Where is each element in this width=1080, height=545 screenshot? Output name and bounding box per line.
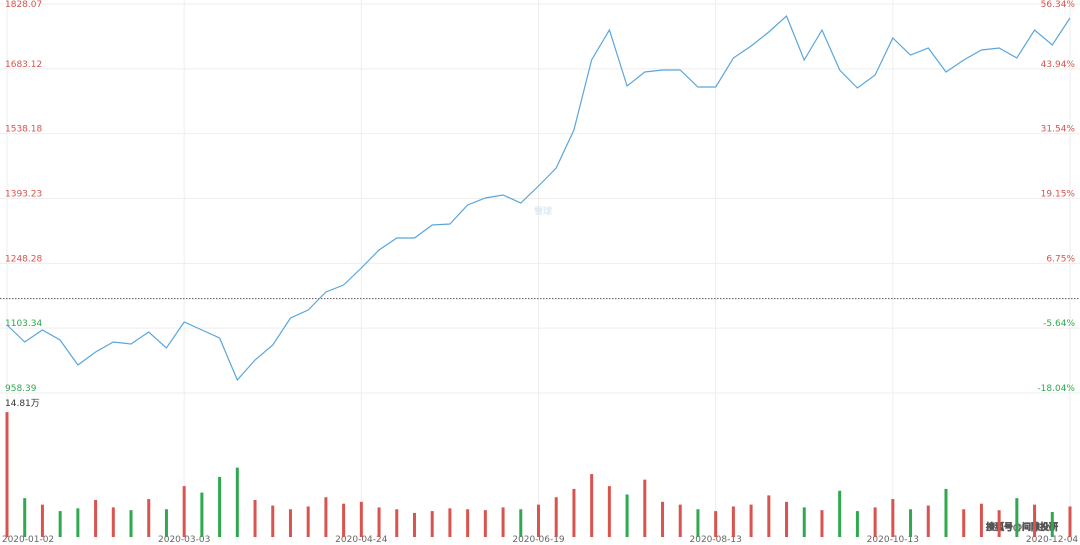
volume-bar xyxy=(164,509,168,537)
x-tick-label: 2020-10-13 xyxy=(867,535,919,545)
volume-bar xyxy=(714,511,718,537)
volume-bar xyxy=(111,507,115,537)
x-tick-label: 2020-01-02 xyxy=(2,535,54,545)
y2-tick-label: 6.75% xyxy=(1046,254,1075,264)
volume-bar xyxy=(838,490,842,537)
volume-bar xyxy=(271,505,275,537)
volume-bar xyxy=(466,509,470,537)
volume-bar xyxy=(147,499,151,537)
volume-tick-label: 14.81万 xyxy=(5,399,40,409)
volume-bar xyxy=(820,510,824,537)
volume-bar xyxy=(235,467,239,537)
volume-bar xyxy=(962,509,966,537)
y2-tick-label: 19.15% xyxy=(1041,190,1076,200)
y-tick-label: 1828.07 xyxy=(5,0,42,10)
volume-bar xyxy=(891,499,895,537)
volume-bar xyxy=(855,511,859,537)
volume-bar xyxy=(342,503,346,537)
x-tick-label: 2020-06-19 xyxy=(512,535,565,545)
y2-tick-label: 31.54% xyxy=(1041,125,1076,135)
x-tick-label: 2020-08-13 xyxy=(690,535,742,545)
volume-bar xyxy=(200,492,204,537)
volume-bar xyxy=(58,511,62,537)
volume-bar xyxy=(395,509,399,537)
volume-bar xyxy=(253,499,257,537)
y2-tick-label: -18.04% xyxy=(1037,384,1075,394)
y2-tick-label: 56.34% xyxy=(1041,0,1076,10)
volume-bar xyxy=(1050,512,1054,537)
y2-tick-label: -5.64% xyxy=(1043,319,1075,329)
volume-bar xyxy=(501,507,505,537)
volume-bar xyxy=(76,508,80,537)
volume-bar xyxy=(926,505,930,537)
volume-bar xyxy=(359,501,363,537)
volume-bar xyxy=(785,501,789,537)
volume-bar xyxy=(537,504,540,537)
volume-bar xyxy=(182,486,186,537)
volume-bar xyxy=(749,504,753,537)
volume-bar xyxy=(572,488,576,537)
volume-bar xyxy=(678,504,682,537)
volume-bar xyxy=(1033,504,1037,537)
y-tick-label: 1393.23 xyxy=(5,190,42,200)
volume-bar xyxy=(997,510,1001,537)
volume-bar xyxy=(607,486,611,537)
volume-bar xyxy=(802,507,806,537)
volume-bar xyxy=(944,488,948,537)
volume-bar xyxy=(94,499,98,537)
y-tick-label: 1538.18 xyxy=(5,125,42,135)
volume-bar xyxy=(554,497,558,537)
x-tick-label: 2020-12-04 xyxy=(1026,535,1079,545)
volume-bar xyxy=(731,506,735,537)
volume-bar xyxy=(1068,506,1072,537)
volume-bar xyxy=(643,479,647,537)
volume-bar xyxy=(23,498,27,537)
volume-bar xyxy=(377,507,381,537)
volume-bar xyxy=(129,510,133,537)
volume-bar xyxy=(430,511,434,537)
volume-bar xyxy=(5,412,9,537)
volume-bar xyxy=(448,508,452,537)
y2-tick-label: 43.94% xyxy=(1041,60,1076,70)
volume-bar xyxy=(412,512,416,537)
volume-bar xyxy=(873,507,877,537)
x-tick-label: 2020-04-24 xyxy=(335,535,388,545)
watermark-source: 搜狐号@间隙投研 xyxy=(986,521,1058,533)
volume-bar xyxy=(625,494,629,537)
volume-bar xyxy=(979,503,983,537)
x-tick-label: 2020-03-03 xyxy=(158,535,210,545)
volume-bar xyxy=(696,509,700,537)
volume-bar xyxy=(40,504,44,537)
volume-bar xyxy=(218,476,222,537)
volume-bar xyxy=(1015,498,1019,537)
volume-bar xyxy=(590,474,594,537)
volume-bar xyxy=(306,506,310,537)
volume-bar xyxy=(519,509,523,537)
volume-bar xyxy=(288,509,292,537)
volume-bar xyxy=(909,509,913,537)
y-tick-label: 1103.34 xyxy=(5,319,42,329)
volume-bar xyxy=(661,501,665,537)
y-tick-label: 1248.28 xyxy=(5,254,42,264)
volume-bar xyxy=(324,497,328,537)
volume-bar xyxy=(767,495,771,537)
price-line xyxy=(6,14,1071,382)
watermark-logo: 雪球 xyxy=(534,205,553,217)
y-tick-label: 1683.12 xyxy=(5,60,42,70)
volume-bar xyxy=(483,510,487,537)
y-tick-label: 958.39 xyxy=(5,384,37,394)
